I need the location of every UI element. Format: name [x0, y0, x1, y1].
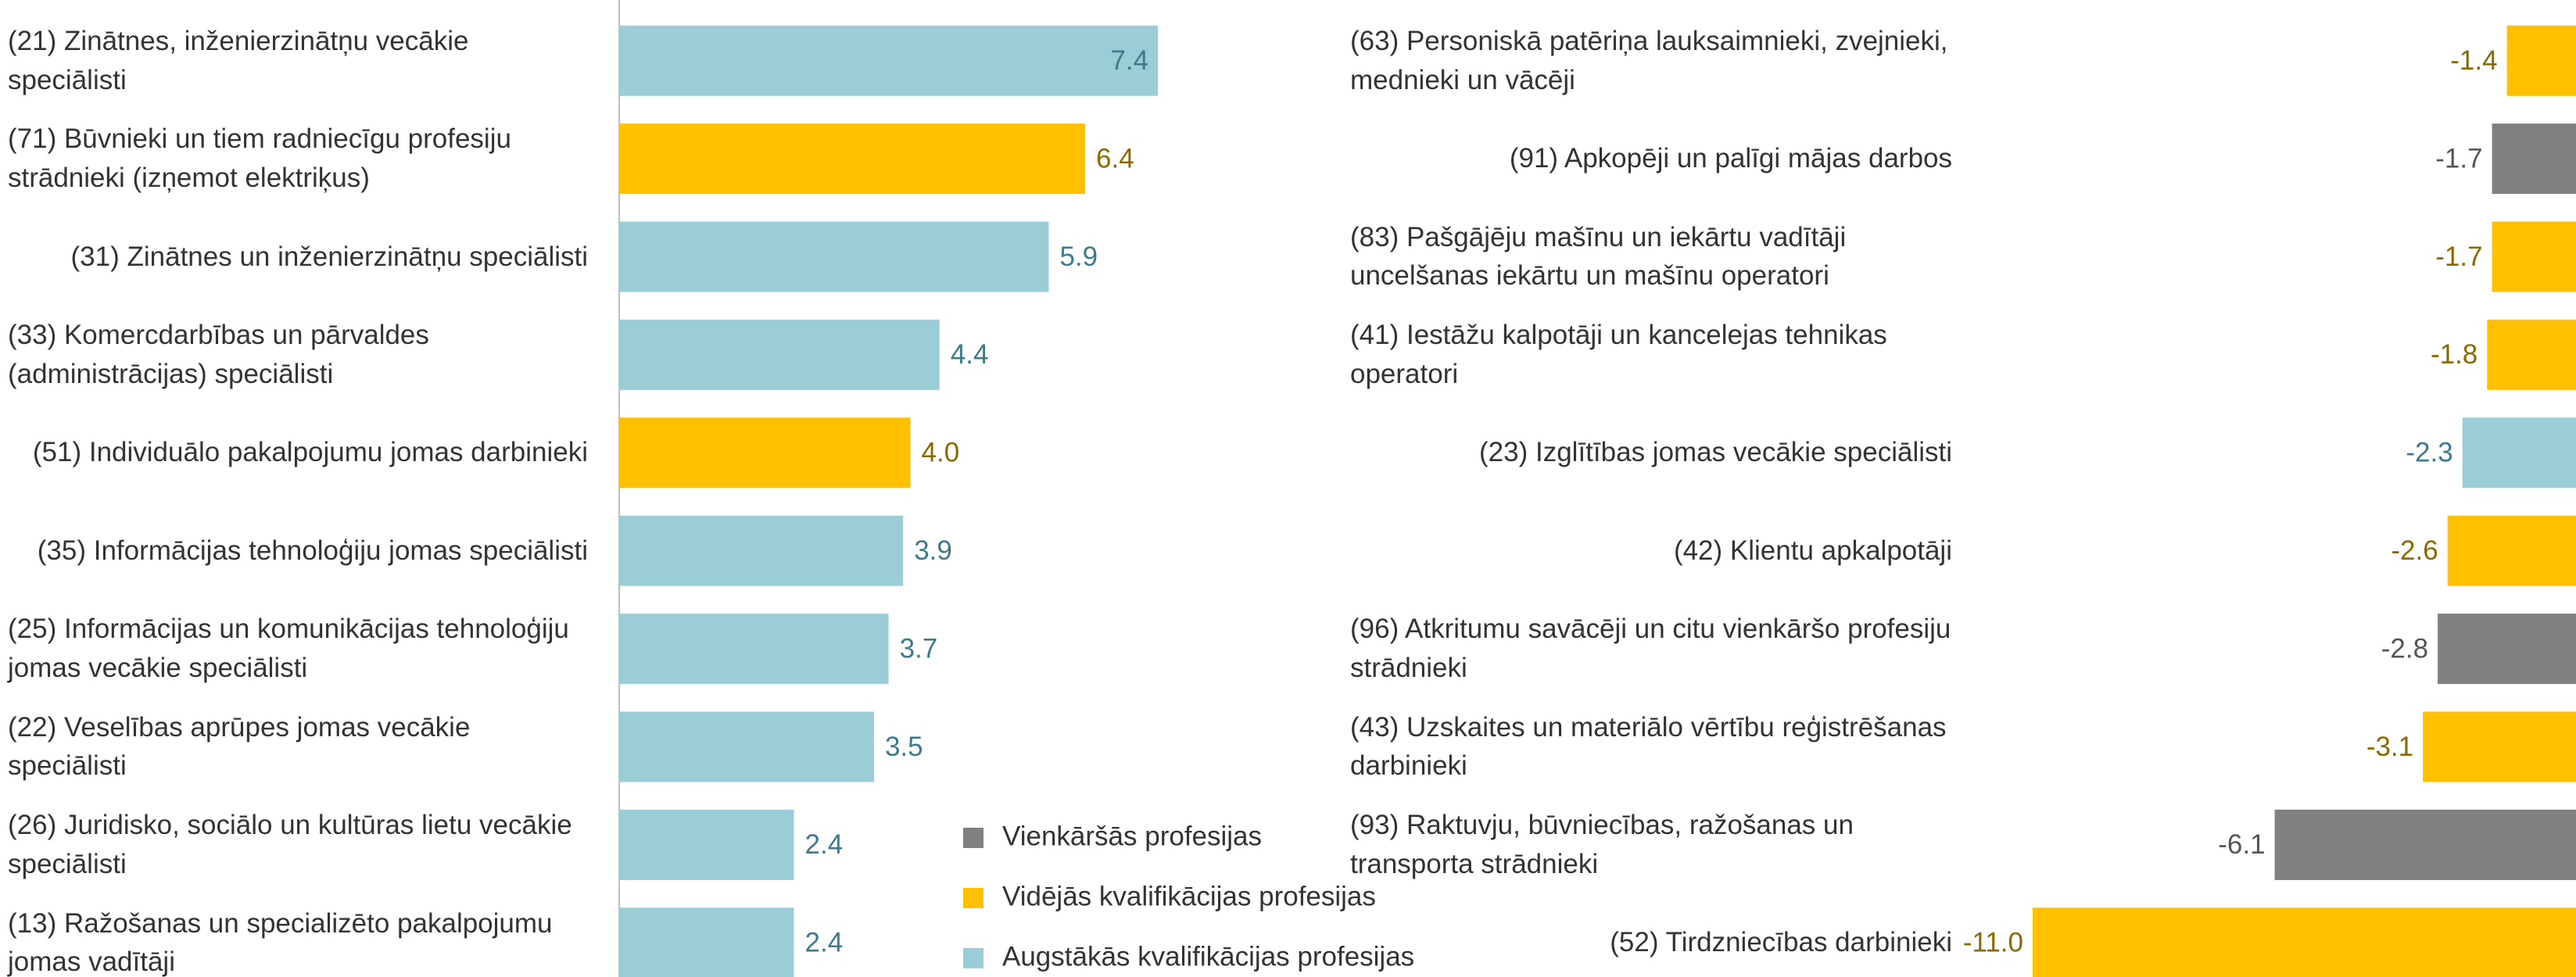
bar: [2447, 515, 2576, 586]
value-label: 6.4: [1096, 143, 1134, 174]
label-text: (26) Juridisko, sociālo un kultūras liet…: [8, 810, 572, 879]
label-text: (25) Informācijas un komunikācijas tehno…: [8, 614, 569, 684]
bar: [2438, 614, 2576, 685]
label-text: (93) Raktuvju, būvniecības, ražošanas un…: [1350, 810, 1854, 879]
bar: [2487, 319, 2576, 390]
bar: [619, 123, 1085, 195]
category-label: (83) Pašgājēju mašīnu un iekārtu vadītāj…: [1350, 208, 1952, 306]
label-text: (96) Atkritumu savācēji un citu vienkārš…: [1350, 614, 1951, 684]
bar: [619, 711, 874, 782]
label-text: (13) Ražošanas un specializēto pakalpoju…: [8, 907, 553, 977]
category-label: (42) Klientu apkalpotāji: [1350, 502, 1952, 599]
bar: [619, 515, 904, 586]
category-label: (41) Iestāžu kalpotāji un kancelejas teh…: [1350, 306, 1952, 403]
category-label: (21) Zinātnes, inženierzinātņu vecākie s…: [8, 12, 588, 109]
value-label: -11.0: [1963, 928, 2023, 958]
bar: [2033, 907, 2576, 977]
label-text: (83) Pašgājēju mašīnu un iekārtu vadītāj…: [1350, 221, 1847, 292]
value-label: 5.9: [1059, 242, 1098, 272]
label-text: (31) Zinātnes un inženierzinātņu speciāl…: [70, 241, 588, 272]
label-text: (33) Komercdarbības un pārvaldes (admini…: [8, 320, 429, 389]
category-label: (63) Personiskā patēriņa lauksaimnieki, …: [1350, 12, 1952, 109]
value-label: -2.3: [2406, 438, 2452, 468]
value-label: -1.8: [2431, 339, 2477, 370]
bar: [2492, 221, 2576, 292]
category-label: (22) Veselības aprūpes jomas vecākie spe…: [8, 698, 588, 796]
category-label: (13) Ražošanas un specializēto pakalpoju…: [8, 894, 588, 977]
category-label: (91) Apkopēji un palīgi mājas darbos: [1350, 109, 1952, 207]
category-label: (25) Informācijas un komunikācijas tehno…: [8, 599, 588, 697]
value-label: -1.7: [2435, 143, 2482, 174]
bar: [619, 614, 889, 685]
category-label: (26) Juridisko, sociālo un kultūras liet…: [8, 796, 588, 893]
value-label: 3.5: [885, 732, 923, 762]
legend-label: Vienkāršās profesijas: [1002, 821, 1262, 851]
bar: [2274, 809, 2576, 880]
bar: [2462, 417, 2576, 488]
label-text: (51) Individuālo pakalpojumu jomas darbi…: [32, 437, 588, 468]
category-label: (23) Izglītības jomas vecākie speciālist…: [1350, 404, 1952, 502]
legend-label: Augstākās kvalifikācijas profesijas: [1002, 941, 1414, 972]
category-label: (31) Zinātnes un inženierzinātņu speciāl…: [8, 208, 588, 306]
value-label: -2.6: [2391, 535, 2438, 566]
category-label: (33) Komercdarbības un pārvaldes (admini…: [8, 306, 588, 403]
bar: [619, 809, 794, 880]
label-text: (52) Tirdzniecības darbinieki: [1610, 927, 1952, 958]
bar: [2506, 25, 2576, 96]
value-label: -6.1: [2218, 829, 2265, 860]
category-label: (96) Atkritumu savācēji un citu vienkārš…: [1350, 599, 1952, 697]
bar: [619, 25, 1159, 96]
legend-swatch: [963, 888, 983, 908]
value-label: 4.4: [951, 339, 989, 370]
bar: [619, 907, 794, 977]
legend-swatch: [963, 948, 983, 968]
label-text: (23) Izglītības jomas vecākie speciālist…: [1479, 437, 1952, 468]
value-label: 4.0: [922, 438, 960, 468]
value-label: -3.1: [2366, 732, 2413, 762]
value-label: 3.7: [900, 633, 938, 664]
label-text: (41) Iestāžu kalpotāji un kancelejas teh…: [1350, 320, 1887, 389]
category-label: (71) Būvnieki un tiem radniecīgu profesi…: [8, 109, 588, 207]
label-text: (21) Zinātnes, inženierzinātņu vecākie s…: [8, 26, 469, 95]
category-label: (52) Tirdzniecības darbinieki: [1350, 894, 1952, 977]
value-label: 7.4: [1110, 45, 1148, 76]
category-label: (93) Raktuvju, būvniecības, ražošanas un…: [1350, 796, 1952, 893]
value-label: -1.7: [2435, 242, 2482, 272]
label-text: (63) Personiskā patēriņa lauksaimnieki, …: [1350, 26, 1948, 95]
category-label: (35) Informācijas tehnoloģiju jomas spec…: [8, 502, 588, 599]
label-text: (71) Būvnieki un tiem radniecīgu profesi…: [8, 123, 511, 194]
bar: [2423, 711, 2576, 782]
bar: [619, 221, 1049, 292]
label-text: (35) Informācijas tehnoloģiju jomas spec…: [37, 535, 588, 566]
value-label: 2.4: [805, 928, 844, 958]
label-text: (42) Klientu apkalpotāji: [1673, 535, 1952, 566]
category-label: (43) Uzskaites un materiālo vērtību reģi…: [1350, 698, 1952, 796]
bar: [619, 417, 911, 488]
value-label: -1.4: [2450, 45, 2497, 76]
bar: [619, 319, 940, 390]
value-label: 3.9: [914, 535, 952, 566]
label-text: (43) Uzskaites un materiālo vērtību reģi…: [1350, 711, 1947, 782]
legend-swatch: [963, 828, 983, 848]
value-label: 2.4: [805, 829, 844, 860]
value-label: -2.8: [2381, 633, 2428, 664]
label-text: (22) Veselības aprūpes jomas vecākie spe…: [8, 711, 471, 782]
label-text: (91) Apkopēji un palīgi mājas darbos: [1509, 143, 1952, 174]
bar: [2492, 123, 2576, 195]
legend-label: Vidējās kvalifikācijas profesijas: [1002, 881, 1376, 911]
category-label: (51) Individuālo pakalpojumu jomas darbi…: [8, 404, 588, 502]
